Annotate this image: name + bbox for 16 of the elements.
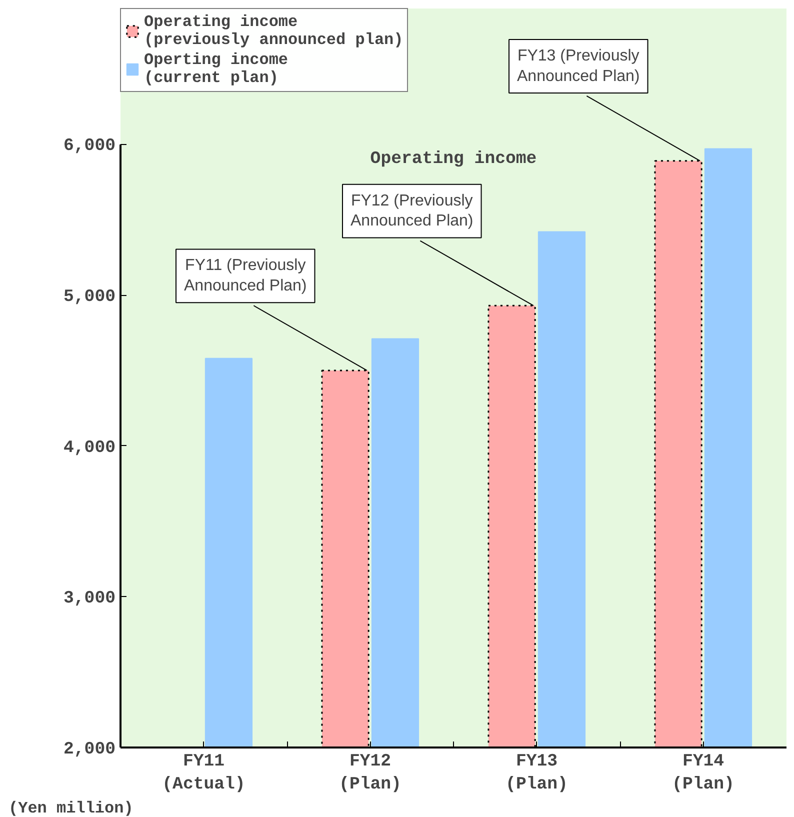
- x-tick-label: FY12 (Plan): [339, 752, 402, 794]
- x-tick-label: FY13 (Plan): [506, 752, 568, 794]
- y-tick-label: 4,000: [64, 438, 116, 458]
- y-tick-label: 5,000: [64, 288, 116, 308]
- legend-label: Operating income (previously announced plan): [144, 13, 404, 49]
- y-axis-title: (Yen million): [8, 800, 134, 817]
- x-tick-label: FY11 (Actual): [162, 752, 246, 794]
- text: Operating income: [370, 150, 537, 170]
- y-tick-label: 3,000: [64, 590, 116, 609]
- annotation: FY13 (Previously Announced Plan): [516, 48, 640, 85]
- annotation: FY12 (Previously Announced Plan): [350, 192, 474, 230]
- legend-label: Operting income (current plan): [144, 51, 288, 87]
- x-tick-label: FY14 (Plan): [672, 752, 734, 794]
- annotation: FY11 (Previously Announced Plan): [184, 257, 307, 295]
- y-tick-label: 2,000: [64, 740, 116, 760]
- y-tick-label: 6,000: [64, 137, 116, 156]
